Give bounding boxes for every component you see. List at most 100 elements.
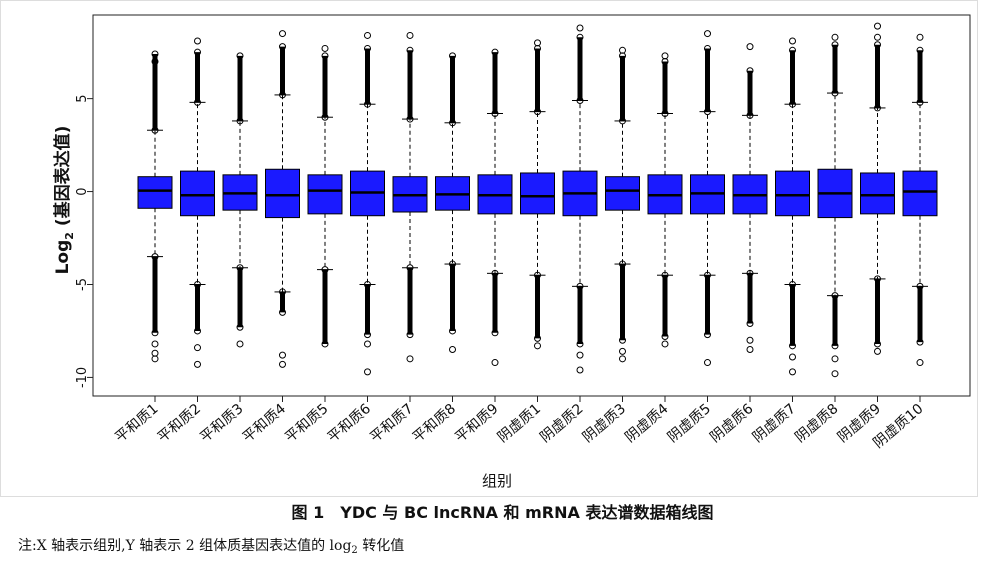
outlier-point bbox=[831, 292, 839, 300]
outlier-point bbox=[874, 33, 881, 41]
y-axis-title-sub: 2 bbox=[63, 232, 76, 240]
outlier-point bbox=[704, 44, 711, 52]
outlier-point bbox=[491, 359, 499, 367]
outlier-point bbox=[704, 331, 711, 339]
outlier-point bbox=[534, 334, 541, 342]
outlier-point bbox=[321, 52, 329, 60]
outlier-point bbox=[874, 340, 881, 348]
outlier-point bbox=[916, 33, 924, 41]
outlier-point bbox=[619, 336, 626, 344]
outlier-point bbox=[364, 280, 371, 288]
y-axis-title-rest: (基因表达值) bbox=[52, 126, 73, 232]
outlier-point bbox=[279, 308, 286, 316]
outlier-point bbox=[576, 282, 584, 290]
outlier-point bbox=[194, 360, 201, 368]
box-14 bbox=[690, 30, 725, 367]
box-10 bbox=[520, 39, 555, 350]
outlier-point bbox=[576, 24, 584, 32]
box-19 bbox=[902, 33, 938, 367]
y-tick-label: 0 bbox=[75, 187, 90, 195]
outlier-point bbox=[151, 57, 159, 65]
outlier-point bbox=[449, 260, 456, 268]
iqr-box bbox=[307, 174, 343, 215]
y-axis-title: Log2 (基因表达值) bbox=[52, 126, 76, 275]
outlier-point bbox=[576, 340, 584, 348]
outlier-point bbox=[831, 355, 839, 363]
outlier-point bbox=[789, 100, 796, 108]
outlier-point bbox=[619, 117, 626, 125]
outlier-point bbox=[449, 119, 456, 127]
outlier-point bbox=[704, 108, 711, 116]
iqr-box bbox=[265, 168, 300, 219]
outlier-point bbox=[151, 340, 159, 348]
box-4 bbox=[265, 30, 300, 368]
note-main: 注:X 轴表示组别,Y 轴表示 2 组体质基因表达值的 log bbox=[18, 538, 352, 554]
chart-frame bbox=[0, 0, 978, 497]
outlier-point bbox=[236, 340, 244, 348]
outlier-point bbox=[874, 275, 881, 283]
outlier-point bbox=[789, 353, 796, 361]
outlier-point bbox=[789, 342, 796, 350]
outlier-point bbox=[321, 44, 329, 52]
note-rest: 转化值 bbox=[357, 538, 405, 554]
outlier-point bbox=[151, 329, 159, 337]
outlier-point bbox=[364, 331, 371, 339]
outlier-point bbox=[449, 327, 456, 335]
y-tick-label: 5 bbox=[75, 94, 90, 102]
outlier-point bbox=[364, 31, 371, 39]
box-15 bbox=[732, 43, 768, 354]
x-axis-title: 组别 bbox=[482, 472, 512, 490]
outlier-point bbox=[831, 33, 839, 41]
outlier-point bbox=[746, 67, 754, 75]
outlier-point bbox=[576, 366, 584, 374]
outlier-point bbox=[916, 338, 924, 346]
figure-note: 注:X 轴表示组别,Y 轴表示 2 组体质基因表达值的 log2 转化值 bbox=[18, 535, 405, 556]
y-axis: -10 -5 0 5 bbox=[75, 94, 93, 388]
outlier-point bbox=[916, 282, 924, 290]
outlier-point bbox=[916, 359, 924, 367]
iqr-box bbox=[902, 170, 938, 217]
outlier-point bbox=[321, 113, 329, 121]
iqr-box bbox=[775, 170, 810, 217]
outlier-point bbox=[704, 30, 711, 38]
outlier-point bbox=[619, 355, 626, 363]
outlier-point bbox=[236, 264, 244, 272]
outlier-point bbox=[831, 370, 839, 378]
outlier-point bbox=[874, 347, 881, 355]
outlier-point bbox=[406, 355, 414, 363]
outlier-point bbox=[916, 46, 924, 54]
box-12 bbox=[605, 46, 640, 363]
outlier-point bbox=[279, 43, 286, 51]
box-3 bbox=[222, 52, 258, 348]
box-13 bbox=[647, 52, 683, 348]
outlier-point bbox=[236, 117, 244, 125]
outlier-point bbox=[534, 108, 541, 116]
outlier-point bbox=[831, 89, 839, 97]
iqr-box bbox=[860, 172, 895, 215]
iqr-box bbox=[520, 172, 555, 215]
iqr-box bbox=[605, 176, 640, 211]
outlier-point bbox=[491, 48, 499, 56]
outlier-point bbox=[831, 342, 839, 350]
outlier-point bbox=[194, 37, 201, 45]
outlier-point bbox=[151, 355, 159, 363]
box-6 bbox=[350, 31, 385, 376]
outlier-point bbox=[576, 351, 584, 359]
box-7 bbox=[392, 31, 428, 363]
outlier-point bbox=[619, 347, 626, 355]
note-subscript: 2 bbox=[351, 545, 358, 556]
outlier-point bbox=[236, 52, 244, 60]
outlier-point bbox=[449, 346, 456, 354]
outlier-point bbox=[449, 52, 456, 60]
outlier-point bbox=[874, 22, 881, 30]
outlier-point bbox=[661, 340, 669, 348]
outlier-point bbox=[364, 44, 371, 52]
outlier-point bbox=[789, 368, 796, 376]
outlier-point bbox=[406, 264, 414, 272]
outlier-point bbox=[746, 111, 754, 119]
outlier-point bbox=[279, 360, 286, 368]
box-18 bbox=[860, 22, 895, 355]
outlier-point bbox=[619, 260, 626, 268]
outlier-point bbox=[406, 115, 414, 123]
outlier-point bbox=[406, 46, 414, 54]
